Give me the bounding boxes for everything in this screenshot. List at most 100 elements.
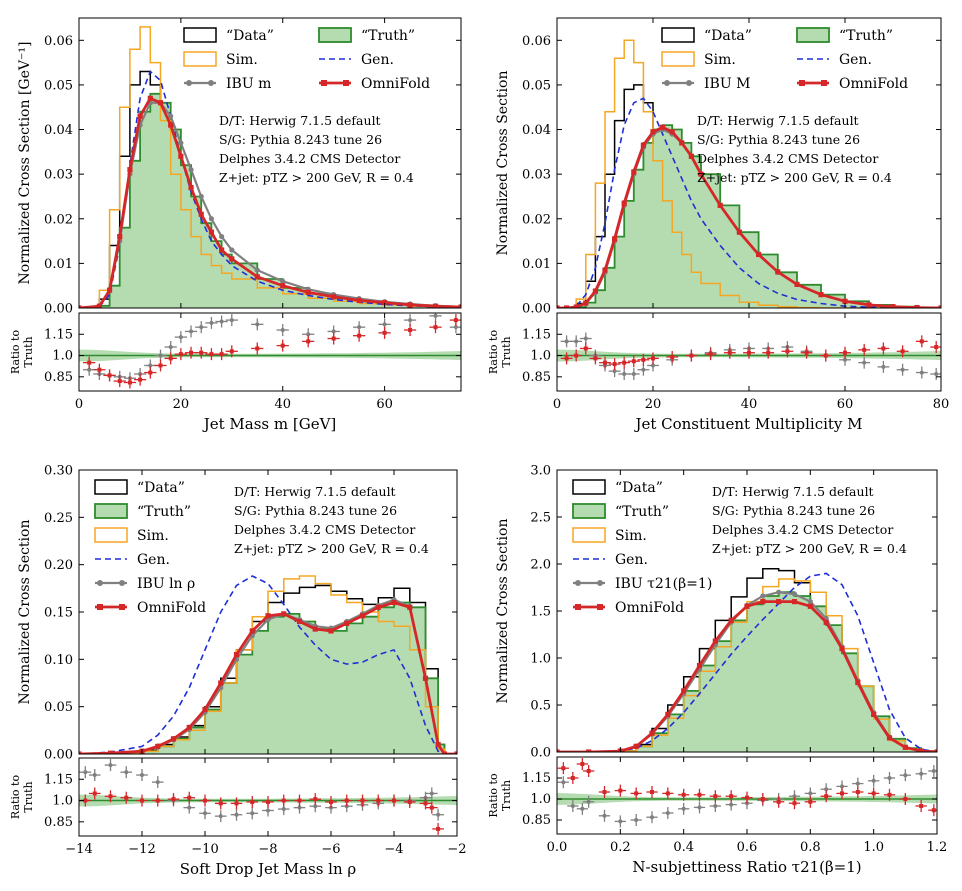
- y-axis-label: Normalized Cross Section: [495, 71, 511, 256]
- ratio-marker-omnifold: [187, 795, 192, 800]
- ratio-marker-ibu: [306, 332, 311, 337]
- ratio-marker-omnifold: [745, 795, 749, 800]
- plot-area-lnrho: [79, 575, 457, 754]
- series-point: [218, 680, 224, 686]
- ratio-marker-ibu: [650, 815, 654, 820]
- ratio-marker-omnifold: [727, 350, 732, 355]
- series-point: [679, 140, 685, 146]
- x-tick-label: −12: [128, 842, 155, 857]
- series-point: [155, 743, 161, 750]
- ratio-marker-omnifold: [729, 794, 734, 799]
- y-tick-label: 0.02: [44, 212, 73, 227]
- series-point: [631, 169, 637, 175]
- legend-handle-0: [572, 479, 606, 495]
- series-point: [281, 611, 287, 617]
- series-line-3: [79, 575, 457, 754]
- series-point: [359, 613, 366, 619]
- legend-label-1: “Truth”: [839, 28, 893, 44]
- ratio-marker-ibu: [574, 339, 579, 344]
- info-line-0: D/T: Herwig 7.1.5 default: [697, 113, 859, 128]
- y-axis-label: Normalized Cross Section: [17, 520, 33, 705]
- ratio-marker-omnifold: [747, 350, 751, 355]
- y-tick-label: 0.00: [44, 748, 73, 763]
- ratio-marker-omnifold: [804, 350, 809, 355]
- legend-label-2: Sim.: [704, 52, 736, 68]
- legend-label-1: “Truth”: [615, 504, 669, 520]
- ratio-marker-ibu: [124, 770, 129, 775]
- ratio-marker-omnifold: [580, 762, 585, 766]
- x-tick-label: 0.8: [800, 840, 821, 855]
- ratio-marker-ibu: [297, 805, 302, 810]
- series-point: [842, 298, 848, 304]
- ratio-marker-omnifold: [171, 797, 176, 802]
- series-point: [198, 211, 204, 217]
- series-point: [249, 628, 255, 634]
- series-point: [229, 256, 235, 262]
- ratio-marker-ibu: [87, 367, 92, 372]
- ratio-marker-ibu: [83, 770, 88, 775]
- series-point: [280, 278, 286, 284]
- series-point: [871, 711, 877, 717]
- series-point: [454, 751, 457, 754]
- ratio-marker-omnifold: [219, 352, 224, 357]
- ratio-marker-omnifold: [87, 360, 92, 365]
- y-tick-label: 0.02: [522, 212, 551, 227]
- legend-label-4: IBU τ21(β=1): [615, 576, 712, 592]
- ratio-marker-omnifold: [840, 791, 844, 796]
- series-point: [669, 129, 675, 135]
- series-point: [170, 736, 177, 742]
- series-point: [696, 662, 703, 669]
- series-point: [422, 675, 429, 681]
- y-tick-label: 0.05: [44, 78, 73, 93]
- ratio-marker-omnifold: [108, 794, 113, 799]
- legend-label-5: OmniFold: [361, 76, 430, 92]
- series-point: [818, 292, 824, 298]
- series-point: [107, 750, 114, 754]
- ratio-marker-ibu: [255, 322, 260, 327]
- ratio-marker-omnifold: [168, 356, 173, 361]
- ratio-marker-omnifold: [871, 791, 876, 796]
- series-point: [612, 236, 618, 242]
- x-tick-label: 20: [645, 397, 662, 412]
- ratio-marker-ibu: [903, 773, 908, 778]
- ratio-marker-omnifold: [681, 792, 686, 797]
- legend-marker: [821, 80, 827, 86]
- y-tick-label: 0.15: [44, 606, 73, 621]
- ratio-marker-ibu: [108, 763, 113, 768]
- series-point: [583, 300, 589, 306]
- series-point: [312, 626, 318, 632]
- ratio-marker-ibu: [570, 804, 575, 808]
- ratio-marker-omnifold: [931, 808, 936, 813]
- x-tick-label: 0: [75, 397, 83, 412]
- legend-label-0: “Data”: [704, 28, 752, 44]
- ratio-marker-omnifold: [344, 798, 349, 803]
- ratio-y-label: Ratio to: [487, 773, 500, 818]
- legend-marker: [686, 80, 692, 86]
- ratio-y-label: Truth: [500, 780, 513, 811]
- ratio-marker-ibu: [280, 328, 285, 333]
- legend-label-4: IBU ln ρ: [137, 576, 195, 592]
- info-line-3: Z+jet: pTZ > 200 GeV, R = 0.4: [697, 170, 892, 185]
- legend-handle-1: [796, 27, 830, 43]
- series-point: [382, 300, 388, 306]
- series-point: [79, 305, 82, 308]
- series-point: [391, 599, 397, 606]
- series-line-2: [557, 39, 941, 308]
- legend-marker: [97, 604, 103, 610]
- series-point: [202, 706, 208, 713]
- series-point: [328, 628, 334, 634]
- y-tick-label: 0.05: [522, 78, 551, 93]
- y-tick-label: 3.0: [530, 464, 551, 479]
- legend-marker: [597, 580, 603, 586]
- ratio-marker-omnifold: [574, 353, 579, 358]
- ratio-marker-ibu: [729, 802, 734, 807]
- legend-label-2: Sim.: [226, 52, 258, 68]
- series-point: [188, 184, 194, 191]
- series-point: [168, 113, 174, 119]
- legend-handle-2: [94, 527, 128, 543]
- series-point: [79, 751, 82, 754]
- legend-handle-1: [572, 503, 606, 519]
- x-tick-label: −6: [321, 842, 340, 857]
- ratio-marker-omnifold: [651, 356, 655, 361]
- ratio-marker-omnifold: [329, 799, 333, 804]
